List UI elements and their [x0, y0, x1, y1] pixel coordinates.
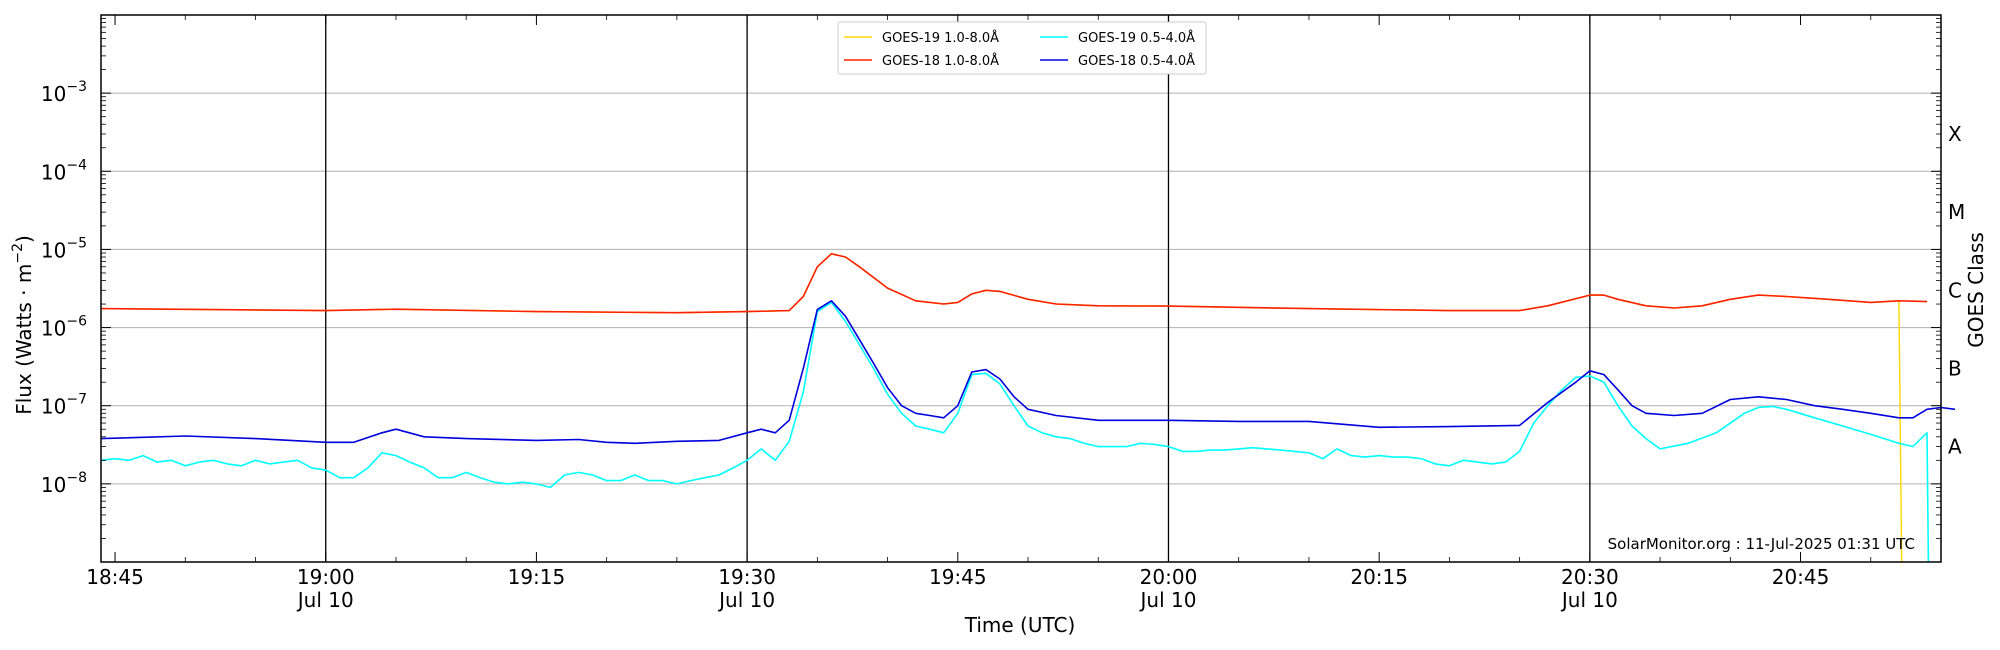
x-tick-date-5: Jul 10: [1139, 588, 1197, 612]
series-line-goes-19-1-0-8-0: [100, 253, 1903, 563]
series-line-goes-18-1-0-8-0: [100, 253, 1928, 314]
legend-label-goes18-short: GOES-18 0.5-4.0Å: [1078, 53, 1195, 69]
x-tick-label-5: 20:00: [1140, 565, 1198, 589]
y-tick-label-5: 10−3: [41, 79, 87, 106]
x-tick-label-6: 20:15: [1350, 565, 1408, 589]
goes-class-label-x: X: [1948, 122, 1962, 146]
right-axis-title: GOES Class: [1964, 232, 1988, 348]
x-tick-label-4: 19:45: [929, 565, 987, 589]
x-tick-date-1: Jul 10: [296, 588, 354, 612]
goes-class-label-c: C: [1948, 278, 1962, 302]
x-tick-date-3: Jul 10: [717, 588, 775, 612]
x-tick-date-7: Jul 10: [1560, 588, 1618, 612]
y-tick-label-0: 10−8: [41, 470, 87, 497]
legend-box: [837, 21, 1207, 75]
series-line-goes-19-0-5-4-0: [100, 301, 1930, 563]
legend-label-goes19-short: GOES-19 0.5-4.0Å: [1078, 30, 1195, 46]
plot-frame: [100, 14, 1942, 563]
date-boundary-lines: [325, 15, 1591, 562]
credit-label: SolarMonitor.org : 11-Jul-2025 01:31 UTC: [1608, 535, 1915, 553]
y-tick-label-3: 10−5: [41, 235, 87, 262]
legend-label-goes18-long: GOES-18 1.0-8.0Å: [882, 53, 999, 69]
x-axis-title: Time (UTC): [964, 613, 1076, 637]
axis-ticks: [101, 14, 1942, 563]
x-tick-label-7: 20:30: [1561, 565, 1619, 589]
x-tick-label-2: 19:15: [508, 565, 566, 589]
x-tick-label-3: 19:30: [718, 565, 776, 589]
x-tick-label-1: 19:00: [297, 565, 355, 589]
y-tick-label-4: 10−4: [41, 157, 87, 184]
x-tick-label-8: 20:45: [1772, 565, 1830, 589]
y-tick-label-2: 10−6: [41, 314, 87, 341]
x-tick-label-0: 18:45: [86, 565, 144, 589]
y-tick-label-1: 10−7: [41, 392, 87, 419]
y-axis-title: Flux (Watts · m−2): [10, 235, 36, 415]
legend-label-goes19-long: GOES-19 1.0-8.0Å: [882, 30, 999, 46]
goes-class-label-b: B: [1948, 356, 1962, 380]
series-line-goes-18-0-5-4-0: [100, 299, 1956, 445]
flux-series: [100, 253, 1956, 563]
goes-class-label-m: M: [1948, 200, 1965, 224]
legend: GOES-19 1.0-8.0Å GOES-19 0.5-4.0Å GOES-1…: [837, 21, 1207, 75]
goes-class-label-a: A: [1948, 435, 1962, 459]
grid-lines: [101, 92, 1941, 485]
